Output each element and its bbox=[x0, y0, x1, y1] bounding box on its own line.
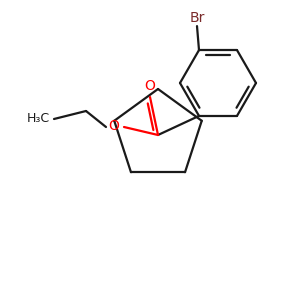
Text: H₃C: H₃C bbox=[26, 112, 50, 124]
Text: O: O bbox=[145, 79, 155, 93]
Text: O: O bbox=[109, 119, 119, 133]
Text: Br: Br bbox=[189, 11, 205, 25]
